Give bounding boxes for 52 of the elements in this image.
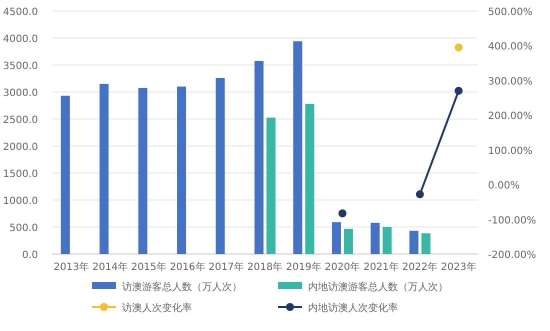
x-tick-label: 2018年: [247, 261, 283, 273]
x-tick-label: 2022年: [402, 261, 438, 273]
y-tick-label: 500.0: [9, 223, 38, 234]
y2-tick-label: -100.00%: [488, 215, 536, 226]
bar: [293, 41, 302, 254]
legend-label: 内地访澳人次变化率: [308, 302, 398, 314]
point: [338, 209, 346, 218]
x-tick-label: 2015年: [131, 261, 167, 273]
legend-label: 内地访澳游客总人数（万人次）: [308, 281, 448, 293]
y-tick-label: 4500.0: [3, 7, 38, 18]
bar: [344, 228, 353, 254]
y2-tick-label: 0.00%: [488, 180, 520, 192]
bar: [266, 118, 276, 254]
x-tick-label: 2019年: [286, 261, 322, 273]
legend-label: 访澳游客总人数（万人次）: [122, 281, 242, 293]
point: [454, 43, 463, 52]
y-tick-label: 4000.0: [3, 34, 38, 45]
y2-tick-label: 400.00%: [488, 42, 532, 53]
point: [416, 190, 424, 198]
bar: [216, 78, 225, 254]
x-tick-label: 2021年: [363, 261, 399, 273]
bar: [254, 60, 264, 254]
bar: [138, 88, 148, 254]
y-tick-label: 3500.0: [3, 61, 38, 72]
y-tick-label: 1500.0: [3, 169, 38, 180]
y-tick-label: 0.0: [22, 250, 38, 261]
x-tick-label: 2013年: [54, 261, 90, 273]
bar: [421, 233, 430, 254]
point: [454, 86, 463, 95]
y-tick-label: 1000.0: [3, 196, 38, 207]
y-tick-label: 2500.0: [3, 115, 38, 126]
x-tick-label: 2023年: [440, 261, 476, 273]
bar: [370, 222, 380, 254]
y-tick-label: 3000.0: [3, 88, 38, 99]
bar: [177, 86, 186, 254]
y-tick-label: 2000.0: [3, 142, 38, 153]
bar: [60, 96, 70, 254]
bar: [100, 84, 109, 254]
bar: [382, 227, 392, 254]
y2-tick-label: 300.00%: [488, 76, 532, 88]
x-tick-label: 2016年: [170, 261, 206, 273]
x-tick-label: 2020年: [324, 261, 360, 273]
y2-tick-label: 500.00%: [488, 7, 532, 18]
y2-tick-label: 200.00%: [488, 111, 532, 122]
x-tick-label: 2017年: [208, 261, 244, 273]
bar: [409, 230, 418, 254]
x-tick-label: 2014年: [92, 261, 128, 273]
bar: [332, 222, 341, 254]
y2-tick-label: -200.00%: [488, 250, 536, 261]
bar: [305, 104, 314, 254]
y2-tick-label: 100.00%: [488, 146, 532, 157]
legend-label: 访澳人次变化率: [122, 302, 192, 314]
